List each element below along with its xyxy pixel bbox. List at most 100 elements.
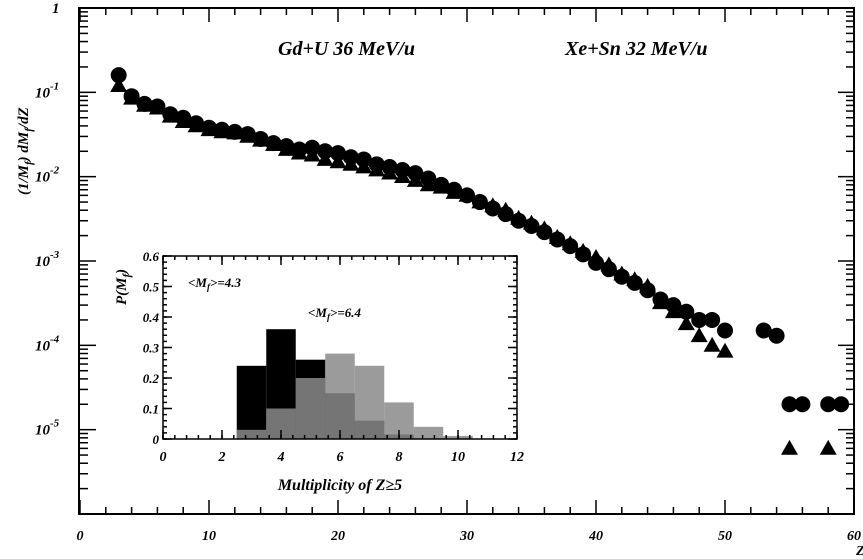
inset-chart: 0 2 4 6 8 10 12 0 0.1 0.2 0.3 0.4 0.5 0.6 <Mf>=4.3 <M… bbox=[114, 249, 524, 494]
histogram-bar-xe-sn bbox=[236, 429, 267, 439]
circle-data-point bbox=[394, 161, 411, 178]
circle-data-point bbox=[252, 130, 269, 147]
inset-ticks: 0 2 4 6 8 10 12 0 0.1 0.2 0.3 0.4 0.5 0.6 bbox=[143, 249, 524, 465]
triangle-data-point bbox=[819, 439, 837, 455]
circle-data-point bbox=[678, 303, 695, 320]
histogram-bar-xe-sn bbox=[354, 365, 385, 439]
circle-data-point bbox=[149, 98, 166, 115]
circle-data-point bbox=[820, 396, 837, 413]
circle-data-point bbox=[368, 156, 385, 173]
circle-data-point bbox=[523, 218, 540, 235]
inset-y-tick-label: 0.3 bbox=[143, 341, 160, 356]
inset-x-tick-label: 6 bbox=[337, 450, 344, 465]
circle-data-point bbox=[175, 109, 192, 126]
circle-data-point bbox=[768, 327, 785, 344]
inset-y-tick-label: 0 bbox=[153, 432, 160, 447]
circle-data-point bbox=[330, 145, 346, 162]
circle-data-point bbox=[123, 88, 140, 105]
main-y-tick-label: 10-4 bbox=[35, 333, 60, 354]
circle-data-point bbox=[562, 238, 579, 255]
main-x-tick-label: 30 bbox=[459, 529, 474, 544]
circle-data-point bbox=[794, 396, 811, 413]
circle-data-point bbox=[459, 187, 475, 204]
circle-data-point bbox=[188, 115, 205, 132]
triangle-data-point bbox=[781, 439, 798, 455]
histogram-bar-xe-sn bbox=[295, 378, 326, 439]
inset-x-tick-label: 4 bbox=[277, 450, 285, 465]
circle-data-point bbox=[342, 149, 359, 166]
circle-data-point bbox=[201, 119, 217, 136]
inset-annotation-1: <Mf>=4.3 bbox=[188, 275, 242, 292]
circle-data-point bbox=[213, 121, 230, 138]
inset-annotation-2: <Mf>=6.4 bbox=[308, 305, 362, 322]
circle-data-point bbox=[755, 322, 772, 339]
circle-data-point bbox=[471, 194, 488, 211]
circle-data-point bbox=[575, 246, 592, 263]
main-x-tick-label: 50 bbox=[718, 529, 732, 544]
circle-data-point bbox=[717, 322, 733, 339]
inset-x-axis-label: Multiplicity of Z≥5 bbox=[277, 477, 402, 494]
inset-x-tick-label: 8 bbox=[396, 450, 403, 465]
circle-data-point bbox=[446, 181, 463, 198]
inset-y-tick-label: 0.1 bbox=[143, 402, 159, 417]
triangle-data-point bbox=[690, 327, 708, 343]
main-y-tick-label: 1 bbox=[52, 1, 60, 17]
inset-x-tick-label: 12 bbox=[510, 450, 524, 465]
circle-data-point bbox=[588, 254, 604, 271]
inset-y-tick-label: 0.4 bbox=[143, 310, 160, 325]
circle-data-point bbox=[691, 311, 708, 328]
circle-data-point bbox=[497, 206, 514, 223]
circle-data-point bbox=[355, 151, 372, 168]
circle-data-point bbox=[226, 123, 243, 140]
main-x-tick-label: 40 bbox=[588, 529, 603, 544]
histogram-bar-xe-sn bbox=[413, 426, 444, 439]
circle-data-point bbox=[420, 170, 437, 187]
circle-data-point bbox=[433, 176, 450, 193]
circle-data-point bbox=[704, 311, 721, 328]
main-y-tick-label: 10-2 bbox=[35, 165, 60, 186]
inset-x-tick-label: 2 bbox=[218, 450, 226, 465]
inset-x-tick-label: 10 bbox=[451, 450, 465, 465]
inset-y-axis-label: P(Mf) bbox=[114, 269, 133, 305]
circle-data-point bbox=[265, 135, 282, 152]
circle-data-point bbox=[484, 200, 501, 217]
circle-data-point bbox=[162, 106, 179, 123]
circle-data-point bbox=[652, 291, 669, 308]
circle-data-point bbox=[639, 282, 656, 299]
main-x-tick-label: 10 bbox=[202, 529, 216, 544]
inset-bars bbox=[236, 329, 473, 439]
main-y-axis-label: (1/Mf) dMf/dZ bbox=[16, 107, 35, 195]
triangle-data-point bbox=[677, 315, 695, 331]
annotation-xe-sn: Xe+Sn 32 MeV/u bbox=[564, 38, 708, 60]
triangle-data-point bbox=[703, 336, 721, 352]
circle-data-point bbox=[304, 139, 321, 156]
triangle-data-point bbox=[110, 77, 128, 93]
circle-data-point bbox=[239, 126, 256, 143]
circle-data-point bbox=[381, 159, 398, 176]
histogram-bar-xe-sn bbox=[325, 353, 355, 439]
circle-data-point bbox=[613, 268, 630, 285]
circle-data-point bbox=[510, 212, 527, 229]
inset-y-tick-label: 0.5 bbox=[143, 280, 160, 295]
circle-data-point bbox=[833, 396, 850, 413]
circle-data-point bbox=[626, 274, 643, 291]
histogram-bar-gd-u bbox=[236, 365, 267, 439]
inset-y-tick-label: 0.6 bbox=[143, 249, 160, 264]
main-x-axis-label: Z bbox=[855, 544, 863, 559]
circle-data-point bbox=[278, 138, 295, 155]
circle-data-point bbox=[407, 165, 424, 182]
annotation-gd-u: Gd+U 36 MeV/u bbox=[278, 38, 415, 60]
main-x-tick-label: 0 bbox=[77, 529, 84, 544]
main-x-tick-label: 20 bbox=[330, 529, 345, 544]
main-y-tick-label: 10-3 bbox=[35, 249, 60, 270]
circle-data-point bbox=[665, 297, 682, 314]
main-points bbox=[110, 67, 850, 455]
circle-data-point bbox=[781, 396, 798, 413]
triangle-data-point bbox=[716, 342, 734, 358]
main-y-tick-label: 10-1 bbox=[35, 80, 59, 101]
circle-data-point bbox=[536, 224, 553, 241]
main-y-tick-label: 10-5 bbox=[35, 418, 60, 439]
circle-data-point bbox=[136, 95, 153, 112]
circle-data-point bbox=[549, 231, 566, 248]
